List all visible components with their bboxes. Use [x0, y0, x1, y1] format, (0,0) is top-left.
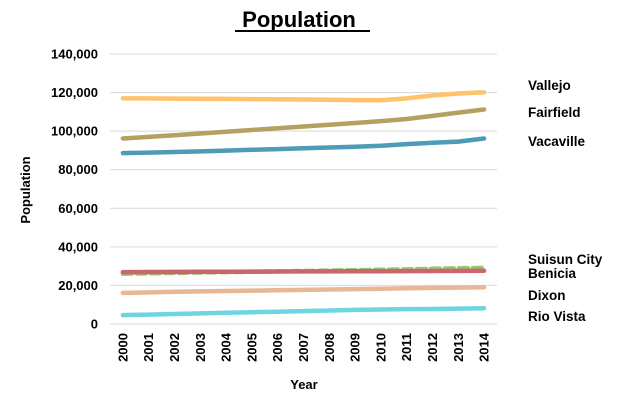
series-lines — [120, 89, 487, 318]
series-line — [120, 89, 487, 103]
series-line — [120, 284, 487, 296]
chart-title: Population — [242, 7, 356, 32]
x-axis-label: Year — [290, 377, 317, 392]
y-tick-label: 140,000 — [51, 47, 98, 62]
series-line — [120, 268, 487, 275]
series-label: Fairfield — [528, 105, 581, 120]
y-tick-label: 40,000 — [58, 239, 98, 254]
y-tick-label: 60,000 — [58, 201, 98, 216]
x-tick-label: 2008 — [322, 333, 337, 362]
series-label: Rio Vista — [528, 309, 586, 324]
series-line — [120, 107, 487, 141]
series-label: Vallejo — [528, 78, 571, 93]
x-tick-label: 2014 — [477, 332, 492, 362]
y-axis-label: Population — [18, 156, 33, 223]
x-tick-label: 2002 — [167, 333, 182, 362]
y-tick-label: 120,000 — [51, 85, 98, 100]
series-label: Dixon — [528, 288, 566, 303]
y-tick-label: 0 — [91, 317, 98, 332]
series-line — [120, 136, 487, 156]
y-tick-labels: 0 20,000 40,000 60,000 80,000 100,000 120,000 1… — [51, 47, 98, 332]
x-tick-label: 2003 — [193, 333, 208, 362]
y-tick-label: 100,000 — [51, 124, 98, 139]
grid-lines — [110, 53, 497, 325]
series-labels: Vallejo Fairfield Vacaville Suisun CityBeni… — [528, 78, 603, 324]
x-tick-label: 2013 — [451, 333, 466, 362]
series-label: Benicia — [528, 266, 577, 281]
x-tick-label: 2009 — [348, 333, 363, 362]
x-tick-label: 2001 — [141, 333, 156, 362]
x-tick-label: 2010 — [373, 333, 388, 362]
series-label: Vacaville — [528, 134, 586, 149]
x-tick-label: 2000 — [115, 333, 130, 362]
x-tick-label: 2011 — [399, 333, 414, 361]
series-line — [120, 305, 487, 318]
y-tick-label: 80,000 — [58, 162, 98, 177]
x-tick-label: 2006 — [270, 333, 285, 362]
x-tick-label: 2012 — [425, 333, 440, 362]
x-tick-label: 2005 — [244, 333, 259, 362]
series-label: Suisun City — [528, 252, 603, 267]
x-tick-label: 2004 — [219, 332, 234, 362]
x-tick-labels: 2000 2001 2002 2003 2004 2005 2006 2007 2008 2009… — [115, 332, 491, 362]
x-tick-label: 2007 — [296, 333, 311, 362]
y-tick-label: 20,000 — [58, 278, 98, 293]
